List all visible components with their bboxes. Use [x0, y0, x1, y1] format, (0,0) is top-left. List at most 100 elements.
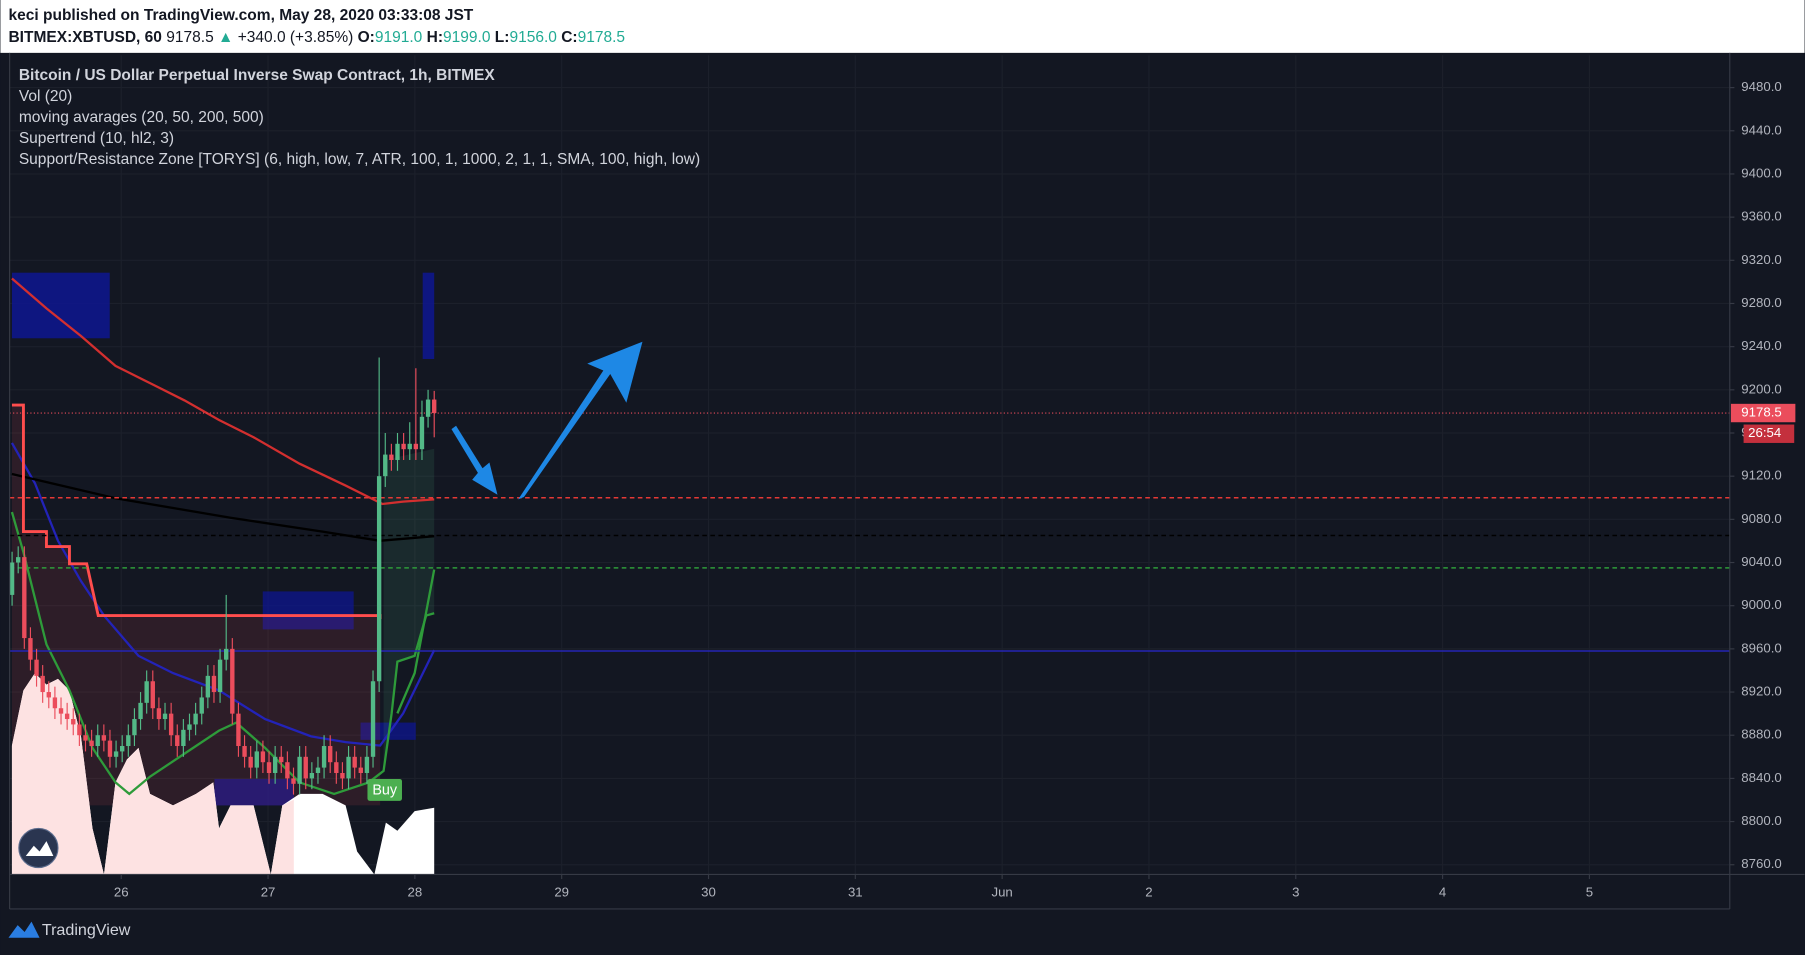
- candle-body: [71, 719, 76, 725]
- candle-body: [389, 454, 394, 460]
- candle-body: [211, 675, 217, 693]
- candle-body: [383, 454, 388, 477]
- candle-body: [52, 697, 58, 709]
- candle-body: [95, 735, 100, 747]
- y-tick-label: 9280.0: [1741, 295, 1781, 310]
- x-tick-label: 30: [701, 884, 716, 899]
- ma-line: [11, 277, 435, 506]
- candle-body: [321, 746, 327, 768]
- candle-body: [395, 443, 400, 460]
- y-tick-label: 9080.0: [1741, 511, 1781, 526]
- candle-body: [401, 443, 406, 450]
- candle-body: [162, 713, 168, 720]
- ohlc-label: C:: [561, 29, 577, 46]
- y-tick-label: 8800.0: [1741, 813, 1781, 828]
- zone: [262, 591, 354, 630]
- supertrend-fill: [11, 405, 381, 806]
- candle-body: [303, 756, 308, 779]
- supertrend: [11, 403, 382, 620]
- zone: [214, 778, 294, 806]
- candle-body: [407, 443, 412, 450]
- brand-logo: [8, 921, 40, 938]
- legend-item: moving avarages (20, 50, 200, 500): [19, 109, 264, 126]
- candle-body: [291, 778, 296, 784]
- chart-bg: [0, 52, 1805, 955]
- x-tick-label: 28: [408, 884, 423, 899]
- candle-body: [144, 681, 149, 703]
- legend: Vol (20) moving avarages (20, 50, 200, 50…: [19, 88, 700, 168]
- y-tick-label: 9400.0: [1741, 165, 1781, 180]
- candle-body: [224, 648, 229, 660]
- ohlc-label: O:: [358, 29, 375, 46]
- candle-body: [22, 557, 27, 639]
- ohlc-value: 9156.0: [509, 29, 557, 46]
- x-tick-label: 29: [554, 884, 569, 899]
- x-tick-label: 31: [848, 884, 863, 899]
- symbol: BITMEX:XBTUSD, 60: [8, 29, 161, 46]
- candle-body: [156, 708, 162, 720]
- candle-body: [126, 735, 131, 747]
- candle-body: [58, 708, 64, 714]
- zone: [11, 272, 110, 339]
- candle-body: [89, 740, 94, 747]
- y-tick-label: 9200.0: [1741, 381, 1781, 396]
- legend-item: Support/Resistance Zone [TORYS] (6, high…: [19, 151, 700, 168]
- y-tick-label: 8880.0: [1741, 727, 1781, 742]
- candles: [9, 357, 437, 795]
- candle-body: [175, 735, 180, 747]
- y-tick-label: 9240.0: [1741, 338, 1781, 353]
- brand: TradingView: [42, 921, 131, 939]
- candle-body: [16, 557, 21, 563]
- publisher: keci published on TradingView.com, May 2…: [8, 7, 473, 24]
- candle-body: [254, 751, 259, 768]
- last-price-tag: [1730, 403, 1796, 423]
- levels: [9, 412, 1730, 652]
- candle-body: [285, 762, 290, 779]
- drawings: [451, 341, 643, 500]
- x-tick-label: 5: [1586, 884, 1593, 899]
- candle-body: [132, 719, 137, 736]
- symbol-line: BITMEX:XBTUSD, 60 9178.5 ▲ +340.0 (+3.85…: [8, 29, 625, 46]
- ohlc-value: 9191.0: [375, 29, 423, 46]
- candle-body: [425, 399, 431, 417]
- countdown-label: 26:54: [1748, 425, 1781, 440]
- countdown-tag: [1743, 424, 1795, 443]
- y-tick-label: 9320.0: [1741, 252, 1781, 267]
- legend-item: Supertrend (10, hl2, 3): [19, 130, 174, 147]
- tv-logo-mark: [25, 841, 54, 857]
- candle-body: [432, 399, 437, 414]
- y-tick-label: 9360.0: [1741, 209, 1781, 224]
- candle-body: [419, 416, 425, 450]
- candle-body: [64, 713, 70, 720]
- candle-body: [334, 762, 339, 773]
- candle-body: [376, 476, 382, 682]
- candle-body: [279, 756, 284, 763]
- y-tick-label: 8920.0: [1741, 684, 1781, 699]
- candle-body: [205, 675, 211, 698]
- candle-body: [236, 713, 241, 747]
- legend-item: Vol (20): [19, 88, 72, 105]
- candle-body: [101, 735, 107, 741]
- y-tick-label: 9480.0: [1741, 79, 1781, 94]
- candle-body: [358, 767, 363, 773]
- y-tick-label: 8760.0: [1741, 856, 1781, 871]
- candle-body: [272, 756, 278, 773]
- last-price-label: 9178.5: [1741, 405, 1781, 420]
- candle-body: [352, 756, 357, 768]
- candle-body: [150, 681, 155, 709]
- arrow: ▲: [218, 29, 233, 46]
- candle-body: [83, 735, 88, 741]
- buy-signal: [367, 778, 402, 801]
- candle-body: [28, 638, 33, 660]
- y-tick-label: 9040.0: [1741, 554, 1781, 569]
- change: +340.0 (+3.85%): [238, 29, 354, 46]
- ma-line: [11, 472, 435, 542]
- candle-body: [138, 702, 143, 720]
- candle-body: [77, 724, 82, 736]
- candle-body: [107, 740, 113, 757]
- buy-label: Buy: [372, 782, 398, 798]
- zone: [422, 272, 435, 359]
- candle-body: [40, 675, 45, 693]
- arrow-up: [518, 341, 643, 500]
